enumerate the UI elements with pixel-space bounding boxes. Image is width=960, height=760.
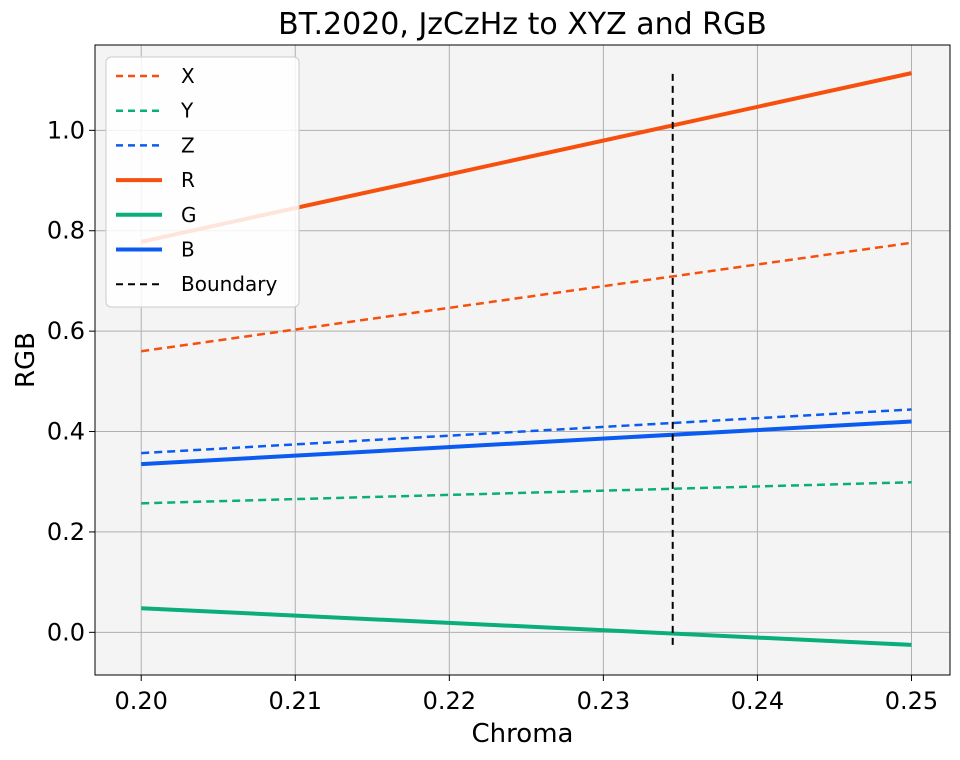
chart-title: BT.2020, JzCzHz to XYZ and RGB (278, 7, 767, 42)
y-tick-label: 1.0 (47, 116, 85, 144)
y-tick-label: 0.6 (47, 317, 85, 345)
series-line-b (141, 419, 912, 467)
x-tick-label: 0.20 (114, 687, 167, 715)
y-tick-label: 0.4 (47, 418, 85, 446)
x-tick-label: 0.25 (885, 687, 938, 715)
series-line-y (141, 480, 912, 505)
grid-lines (95, 45, 950, 675)
x-axis-label: Chroma (472, 719, 574, 749)
legend-label-boundary: Boundary (181, 272, 277, 296)
series-line-g (141, 606, 912, 647)
series-line-z (141, 408, 912, 455)
plot-frame (94, 44, 951, 676)
legend-label-y: Y (180, 99, 194, 123)
legend-box (105, 56, 300, 308)
legend-label-r: R (181, 168, 195, 192)
y-axis-ticks: 0.0 0.2 0.4 0.6 0.8 1.0 (47, 116, 95, 646)
legend-label-b: B (181, 238, 195, 262)
x-tick-label: 0.24 (731, 687, 784, 715)
x-tick-label: 0.22 (423, 687, 476, 715)
y-axis-label: RGB (11, 332, 41, 388)
legend-label-x: X (181, 64, 195, 88)
y-tick-label: 0.0 (47, 618, 85, 646)
legend-label-g: G (181, 203, 197, 227)
y-tick-label: 0.2 (47, 518, 85, 546)
y-tick-label: 0.8 (47, 217, 85, 245)
x-tick-label: 0.21 (269, 687, 322, 715)
legend-label-z: Z (181, 133, 195, 157)
x-tick-label: 0.23 (577, 687, 630, 715)
x-axis-ticks: 0.20 0.21 0.22 0.23 0.24 0.25 (114, 675, 938, 715)
